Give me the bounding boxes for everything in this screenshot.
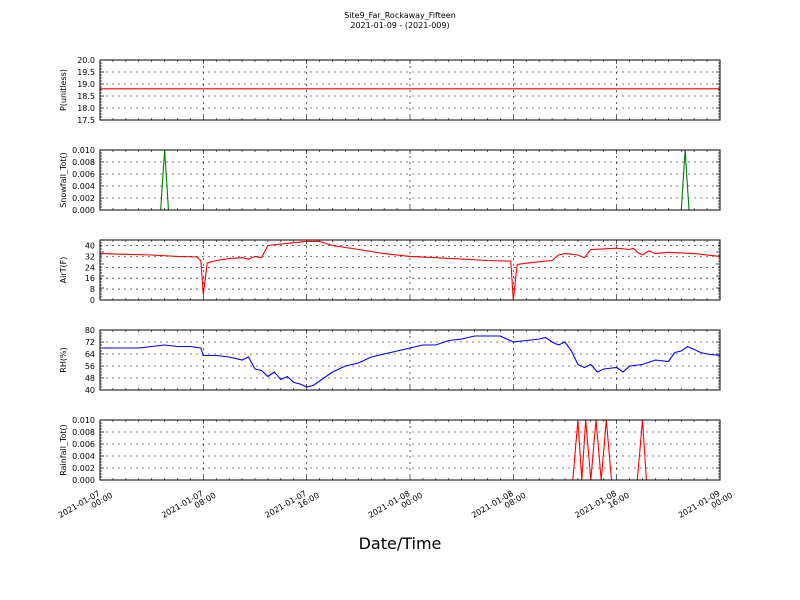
y-tick-label: 72 [85,338,95,347]
y-tick-label: 0.008 [72,428,95,437]
y-axis-label: RH(%) [59,347,68,372]
y-tick-label: 0.000 [72,206,95,215]
y-tick-label: 19.0 [77,80,95,89]
y-tick-label: 18.5 [77,92,95,101]
y-tick-label: 56 [85,362,95,371]
panel-frame [99,59,721,121]
y-tick-label: 18.0 [77,104,95,113]
y-tick-label: 24 [85,263,95,272]
y-tick-label: 48 [85,374,95,383]
series-line [100,335,721,388]
y-tick-label: 0.002 [72,194,95,203]
y-axis-label: Rainfall_Tot() [59,424,68,476]
chart-title: Site9_Far_Rockaway_Fifteen [344,11,456,20]
y-tick-label: 32 [85,252,95,261]
y-axis-label: Snowfall_Tot() [59,152,68,208]
series-line [99,240,721,301]
panel-frame [99,149,721,211]
y-tick-label: 0.008 [72,158,95,167]
y-tick-label: 0.004 [72,182,95,191]
y-tick-label: 17.5 [77,116,95,125]
y-tick-label: 0.002 [72,464,95,473]
y-axis-label: AirT(F) [59,257,68,284]
y-tick-label: 0.010 [72,416,95,425]
y-tick-label: 0.004 [72,452,95,461]
y-tick-label: 20.0 [77,56,95,65]
y-axis-label: P(unitless) [59,69,68,111]
y-tick-label: 19.5 [77,68,95,77]
panel-frame [99,239,721,301]
y-tick-label: 40 [85,241,95,250]
y-tick-label: 8 [90,285,95,294]
y-tick-label: 0.000 [72,476,95,485]
y-tick-label: 40 [85,386,95,395]
y-tick-label: 0.010 [72,146,95,155]
series-line [100,419,720,481]
y-tick-label: 0 [90,296,95,305]
panel-frame [99,419,721,481]
x-axis-label: Date/Time [358,534,442,553]
y-tick-label: 0.006 [72,440,95,449]
y-tick-label: 64 [85,350,95,359]
chart-subtitle: 2021-01-09 - (2021-009) [350,21,450,30]
y-tick-label: 80 [85,326,95,335]
y-tick-label: 16 [85,274,95,283]
panel-frame [99,329,721,391]
y-tick-label: 0.006 [72,170,95,179]
